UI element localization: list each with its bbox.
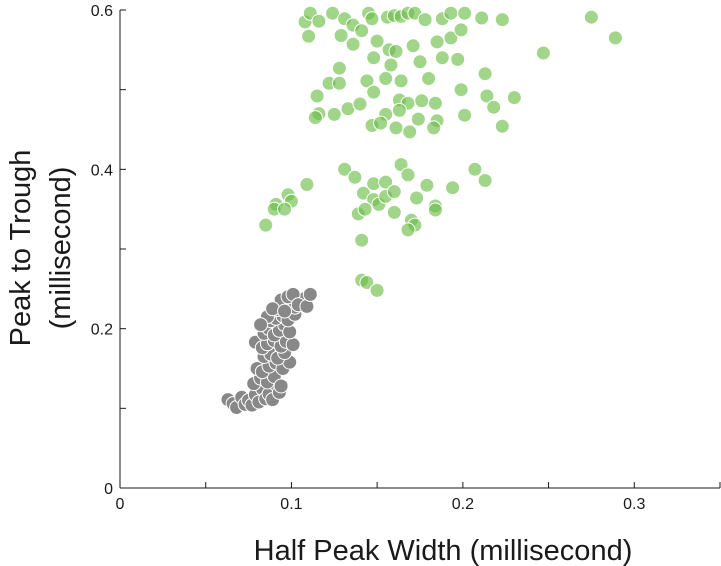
data-point-series-0-32	[453, 22, 469, 38]
data-point-series-0-20	[583, 9, 599, 25]
data-point-series-0-95	[400, 222, 416, 238]
data-point-series-0-36	[412, 54, 428, 70]
axes	[119, 10, 720, 489]
data-point-series-0-80	[477, 173, 493, 188]
data-point-series-0-14	[417, 12, 433, 28]
data-point-series-0-106	[369, 282, 385, 298]
x-axis-title: Half Peak Width (millisecond)	[254, 535, 633, 566]
data-point-series-0-88	[445, 180, 461, 196]
data-point-series-0-59	[352, 96, 368, 112]
data-point-series-0-73	[347, 169, 363, 185]
data-point-series-0-26	[369, 33, 385, 49]
data-point-series-0-16	[443, 5, 459, 21]
data-point-series-0-28	[388, 43, 404, 59]
data-point-series-0-42	[359, 73, 375, 89]
data-point-series-0-46	[453, 82, 469, 98]
y-tick-label: 0.2	[91, 322, 113, 339]
y-tick-label: 0.4	[91, 162, 113, 179]
data-point-series-0-29	[405, 38, 421, 54]
data-point-series-0-72	[337, 161, 353, 177]
x-tick-label: 0.1	[280, 496, 302, 513]
data-point-series-0-34	[366, 50, 382, 66]
data-point-series-0-24	[333, 28, 349, 43]
data-point-series-0-43	[378, 71, 394, 86]
data-point-series-0-96	[299, 177, 315, 192]
data-point-series-1-59	[302, 286, 318, 302]
data-point-series-0-91	[386, 204, 402, 220]
data-point-series-0-76	[393, 157, 409, 173]
data-point-series-1-19	[273, 378, 289, 394]
x-tick-label: 0.3	[623, 496, 645, 513]
data-point-series-0-64	[457, 107, 473, 123]
data-point-series-0-57	[326, 106, 342, 122]
x-tick-label: 0	[116, 496, 125, 513]
y-axis-title-group: Peak to Trough (millisecond)	[5, 150, 77, 347]
data-point-series-0-65	[307, 110, 323, 126]
data-point-series-0-79	[467, 161, 483, 177]
data-point-series-0-31	[443, 30, 459, 46]
data-point-series-0-101	[277, 201, 293, 217]
data-point-series-0-41	[331, 75, 347, 91]
data-point-series-1-63	[277, 303, 293, 319]
data-point-series-0-102	[258, 217, 274, 233]
data-point-series-0-70	[426, 120, 442, 136]
data-point-series-0-30	[429, 34, 445, 50]
y-tick-label: 0.6	[91, 3, 113, 20]
data-point-series-0-45	[421, 71, 437, 86]
data-point-series-0-54	[427, 95, 443, 111]
data-point-series-0-44	[393, 73, 409, 89]
data-point-series-0-50	[366, 84, 382, 100]
data-point-series-0-33	[331, 60, 347, 76]
data-point-series-0-105	[359, 275, 375, 290]
data-point-series-0-2	[311, 13, 327, 29]
y-tick-label: 0	[104, 481, 113, 498]
data-point-series-0-23	[301, 28, 317, 44]
data-point-series-0-17	[457, 5, 473, 21]
data-point-series-0-55	[486, 99, 502, 115]
data-point-series-0-49	[309, 88, 325, 104]
data-point-series-1-36	[285, 337, 301, 353]
data-point-series-0-71	[494, 118, 510, 134]
data-point-series-0-48	[506, 90, 522, 106]
data-point-series-0-61	[391, 102, 407, 118]
data-point-series-0-25	[345, 36, 361, 52]
data-point-series-0-38	[450, 51, 466, 67]
data-point-series-0-22	[535, 45, 551, 61]
data-point-series-0-103	[354, 232, 370, 248]
data-point-series-0-8	[364, 11, 380, 27]
data-point-series-0-53	[414, 93, 430, 109]
data-point-series-0-90	[357, 201, 373, 217]
data-point-series-0-86	[409, 190, 425, 206]
data-point-series-0-39	[477, 66, 493, 82]
data-point-series-0-69	[402, 124, 418, 140]
ticks: 0 0.1 0.2 0.3 0 0.2 0.4 0.6	[91, 3, 721, 513]
data-point-series-0-35	[383, 57, 399, 73]
data-point-series-0-68	[388, 120, 404, 136]
x-tick-label: 0.2	[452, 496, 474, 513]
data-point-series-0-3	[325, 5, 341, 21]
y-axis-title-line1: Peak to Trough	[5, 150, 37, 347]
data-point-series-0-85	[386, 184, 402, 200]
data-point-series-0-67	[373, 115, 389, 131]
data-point-series-0-37	[434, 50, 450, 66]
data-point-series-0-47	[479, 88, 495, 104]
data-point-series-0-78	[419, 177, 435, 193]
data-point-series-0-62	[410, 111, 426, 127]
plot-area	[220, 5, 623, 415]
data-point-series-0-18	[474, 10, 490, 26]
y-axis-title-line2: (millisecond)	[45, 167, 77, 330]
data-point-series-0-94	[427, 202, 443, 218]
data-point-series-0-19	[494, 12, 510, 28]
data-point-series-0-77	[400, 167, 416, 183]
data-point-series-0-6	[354, 23, 370, 39]
data-point-series-1-61	[253, 317, 269, 333]
data-point-series-0-21	[607, 30, 623, 46]
